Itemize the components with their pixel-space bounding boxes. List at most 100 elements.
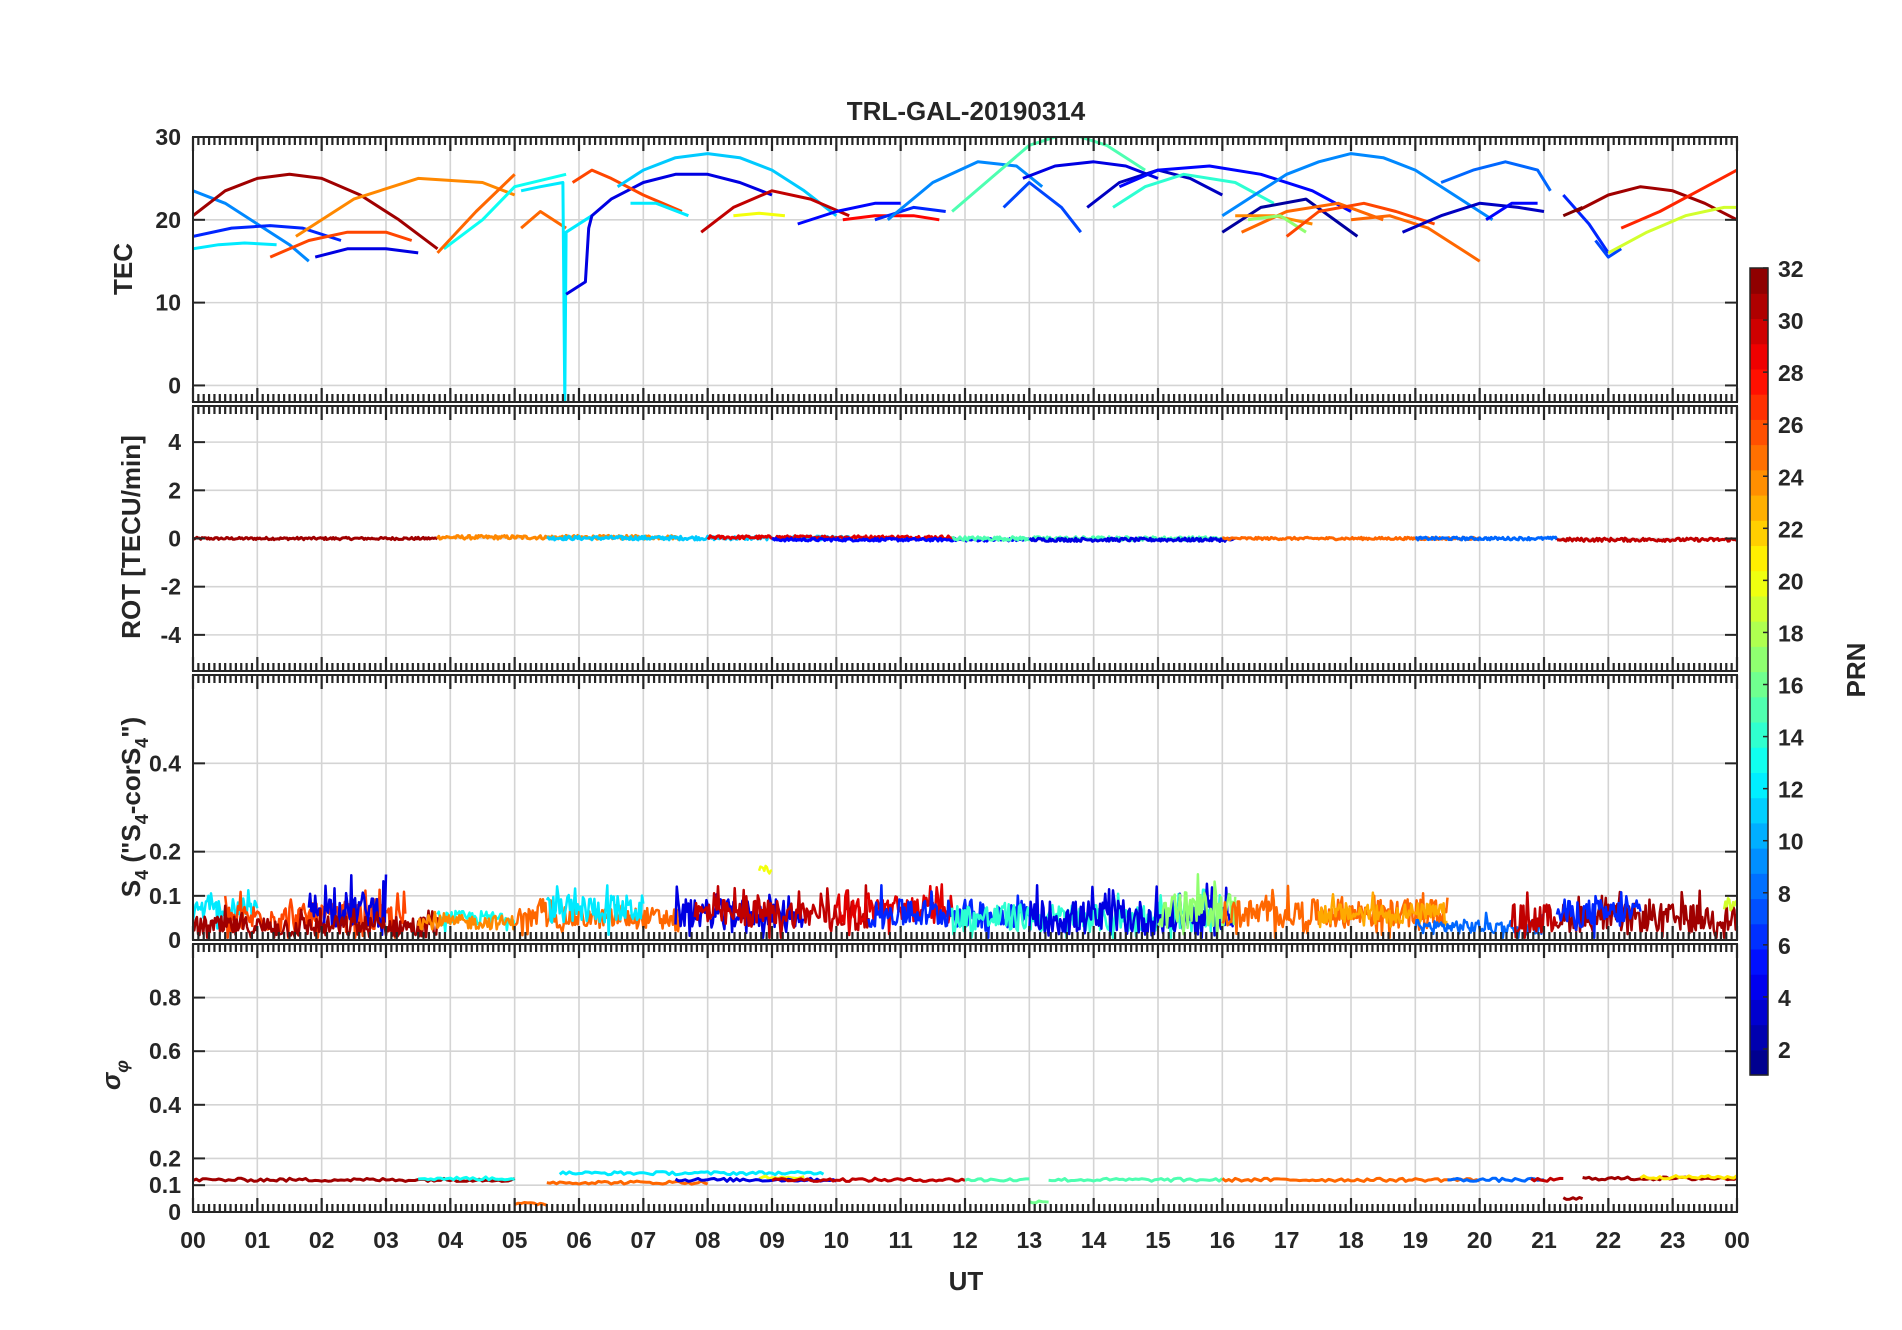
- series-line-prn-25: [520, 210, 567, 230]
- colorbar-segment: [1750, 318, 1768, 345]
- colorbar-segment: [1750, 394, 1768, 420]
- x-tick-label: 12: [952, 1227, 978, 1253]
- y-tick-label: 0.4: [149, 750, 181, 776]
- series-line-prn-31: [193, 172, 439, 250]
- colorbar-segment: [1750, 293, 1768, 320]
- ylabel-sigma-phi: σφ: [96, 1060, 132, 1090]
- series-line-prn-15: [951, 137, 1146, 213]
- svg-text:S4 ("S4-corS4"): S4 ("S4-corS4"): [116, 717, 152, 897]
- x-tick-label: 14: [1081, 1227, 1107, 1253]
- series-line-prn-15: [964, 1177, 1030, 1183]
- colorbar-tick-label: 10: [1778, 829, 1804, 855]
- sigma-phi-panel: 00.10.2 0.4 0.6 0.8 00 01 02 03 04 05 06 07 08 09 10 11…: [149, 943, 1750, 1253]
- ylabel-tec: TEC: [108, 243, 138, 295]
- colorbar-tick-label: 16: [1778, 673, 1804, 699]
- series-line-prn-20: [757, 864, 773, 875]
- series-line-prn-29: [835, 883, 954, 937]
- colorbar-segment: [1750, 368, 1768, 395]
- colorbar-segment: [1750, 343, 1768, 370]
- series-line-prn-24: [295, 176, 516, 238]
- colorbar-segment: [1750, 1049, 1768, 1076]
- series-line-prn-31: [1575, 185, 1737, 222]
- series-line-prn-25: [514, 1201, 548, 1207]
- series-line-prn-20: [758, 1174, 805, 1181]
- series-line-prn-31: [193, 535, 439, 542]
- colorbar-segment: [1750, 974, 1768, 1000]
- y-tick-label: 10: [155, 290, 181, 316]
- colorbar-segment: [1750, 721, 1768, 748]
- y-tick-label: 0: [168, 1199, 181, 1225]
- series-line-prn-30: [1510, 891, 1559, 940]
- tec-panel: 0 10 20 30: [155, 124, 1739, 403]
- colorbar-tick-label: 22: [1778, 516, 1804, 542]
- colorbar-tick-label: 18: [1778, 620, 1804, 646]
- series-line-prn-8: [1447, 1176, 1545, 1183]
- rot-data: [193, 533, 1737, 543]
- series-line-prn-30: [1556, 536, 1737, 543]
- series-line-prn-15: [1048, 1176, 1224, 1183]
- series-line-prn-26: [269, 230, 413, 259]
- series-line-prn-12: [520, 181, 593, 402]
- colorbar-segment: [1750, 822, 1768, 849]
- y-tick-label: 0: [168, 927, 181, 953]
- x-tick-label: 03: [373, 1227, 399, 1253]
- x-tick-label: 04: [438, 1227, 464, 1253]
- series-line-prn-5: [771, 536, 1031, 543]
- series-line-prn-4: [565, 172, 773, 296]
- y-tick-label: 0.8: [149, 985, 181, 1011]
- y-tick-label: 30: [155, 124, 181, 150]
- x-tick-label: 15: [1145, 1227, 1171, 1253]
- colorbar-tick-label: 30: [1778, 308, 1804, 334]
- series-line-prn-31: [193, 904, 439, 940]
- x-tick-label: 17: [1274, 1227, 1300, 1253]
- series-line-prn-26: [1285, 201, 1436, 238]
- colorbar-segment: [1750, 419, 1768, 446]
- x-tick-label: 02: [309, 1227, 335, 1253]
- y-tick-label: -2: [161, 574, 181, 600]
- colorbar-segment: [1750, 520, 1768, 547]
- series-line-prn-3: [1401, 201, 1545, 234]
- xlabel-ut: UT: [949, 1266, 984, 1296]
- colorbar-segment: [1750, 797, 1768, 824]
- colorbar-segment: [1750, 595, 1768, 622]
- series-line-prn-5: [1485, 201, 1538, 222]
- series-line-prn-31: [193, 1176, 516, 1183]
- series-line-prn-6: [193, 224, 342, 242]
- y-tick-label: 0.1: [149, 883, 181, 909]
- series-line-prn-8: [1440, 160, 1552, 192]
- colorbar-segment: [1750, 948, 1768, 975]
- colorbar-segment: [1750, 646, 1768, 673]
- series-line-prn-6: [874, 205, 946, 222]
- y-tick-label: 0.4: [149, 1092, 181, 1118]
- figure-title: TRL-GAL-20190314: [847, 96, 1086, 126]
- s4-panel: 0 0.1 0.2 0.4: [149, 674, 1739, 953]
- colorbar-tick-label: 20: [1778, 568, 1804, 594]
- x-tick-label: 06: [566, 1227, 592, 1253]
- colorbar-tick-label: 32: [1778, 256, 1804, 282]
- series-line-prn-4: [1028, 882, 1237, 940]
- colorbar-segment: [1750, 570, 1768, 597]
- series-line-prn-19: [1607, 205, 1737, 255]
- colorbar-segment: [1750, 1024, 1768, 1051]
- series-line-prn-2: [1221, 197, 1359, 238]
- colorbar-segment: [1750, 621, 1768, 647]
- y-tick-label: 4: [168, 429, 181, 455]
- series-line-prn-17: [1157, 873, 1237, 940]
- y-tick-label: 20: [155, 207, 181, 233]
- colorbar-tick-label: 26: [1778, 412, 1804, 438]
- colorbar-label: PRN: [1841, 643, 1871, 698]
- colorbar-segment: [1750, 545, 1768, 572]
- series-line-prn-12: [630, 201, 689, 218]
- series-line-prn-21: [1639, 1174, 1737, 1181]
- x-tick-label: 01: [245, 1227, 271, 1253]
- x-tick-label: 18: [1338, 1227, 1364, 1253]
- series-line-prn-6: [1562, 194, 1610, 254]
- colorbar-segment: [1750, 671, 1768, 698]
- series-line-prn-19: [1722, 896, 1737, 912]
- colorbar-segment: [1750, 747, 1768, 773]
- series-line-prn-6: [867, 884, 1031, 940]
- rot-panel: -4 -2 0 2 4: [161, 405, 1739, 672]
- series-line-prn-31: [1562, 1196, 1584, 1201]
